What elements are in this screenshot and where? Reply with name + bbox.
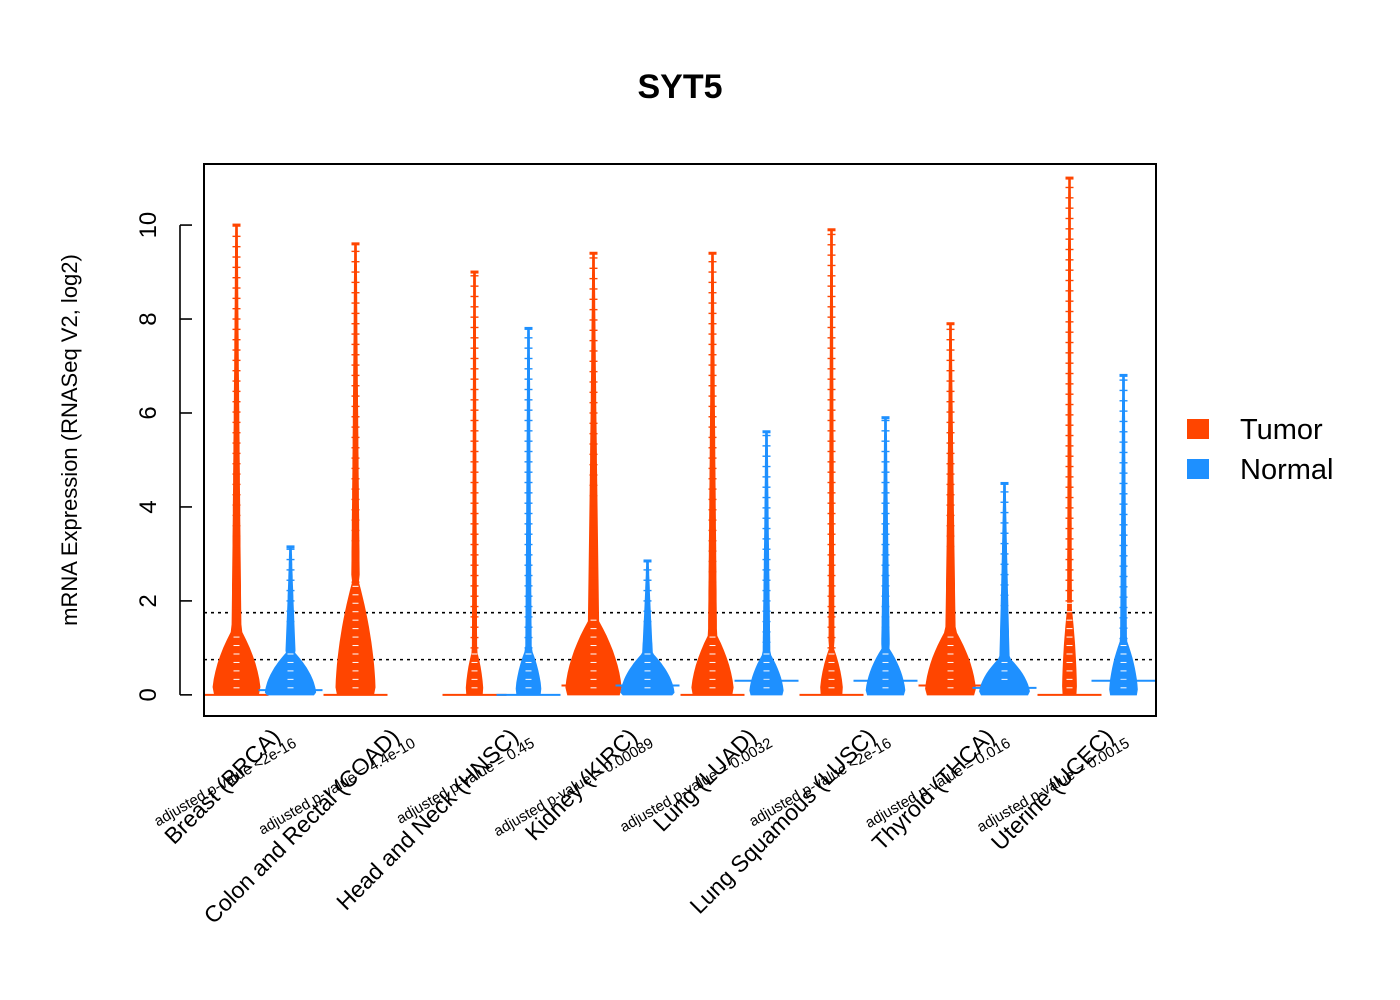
legend-swatch-tumor — [1187, 419, 1209, 439]
violin-normal-2 — [496, 326, 561, 696]
legend: Tumor Normal — [1187, 414, 1333, 486]
plot-frame — [203, 163, 1157, 717]
legend-label-normal: Normal — [1240, 454, 1333, 486]
y-tick-label: 0 — [135, 688, 162, 701]
y-axis: 0 2 4 6 8 10 — [135, 212, 192, 702]
y-axis-label: mRNA Expression (RNASeq V2, log2) — [57, 254, 82, 626]
violin-tumor-5 — [799, 228, 864, 696]
x-axis-labels: Breast (BRCA)adjusted p-value <2e-16Colo… — [151, 723, 1132, 928]
violin-tumor-3 — [561, 251, 626, 696]
reference-lines — [204, 611, 1156, 661]
y-tick-label: 8 — [135, 312, 162, 325]
violin-tumor-7-body — [1062, 177, 1077, 696]
y-tick-label: 6 — [135, 406, 162, 419]
violin-normal-3-body — [620, 560, 675, 696]
violin-normal-4 — [734, 430, 799, 696]
category-label: Colon and Rectal (COAD) — [199, 723, 404, 928]
violin-tumor-0-body — [212, 224, 261, 696]
legend-label-tumor: Tumor — [1240, 414, 1323, 446]
violin-tumor-7 — [1037, 176, 1102, 696]
violin-normal-5 — [853, 416, 918, 696]
violin-tumor-6-body — [925, 323, 976, 696]
violin-tumor-6 — [918, 322, 983, 696]
violin-normal-7 — [1091, 373, 1156, 696]
violin-tumor-0 — [204, 223, 269, 696]
violin-normal-0 — [258, 545, 323, 696]
violin-normal-4-body — [749, 431, 784, 696]
violin-normal-3 — [615, 559, 680, 696]
y-tick-label: 2 — [135, 594, 162, 607]
violin-tumor-1-body — [335, 243, 376, 696]
violin-normal-6 — [972, 481, 1037, 696]
violin-tumor-2-body — [465, 271, 484, 696]
violin-normal-2-body — [515, 327, 542, 696]
y-tick-label: 10 — [135, 212, 162, 239]
violin-normal-6-body — [979, 483, 1030, 696]
violin-normal-5-body — [865, 417, 906, 696]
violin-tumor-2 — [442, 270, 507, 696]
violins — [204, 176, 1156, 696]
violin-tumor-1 — [323, 242, 388, 696]
violin-tumor-4 — [680, 251, 745, 696]
chart-title: SYT5 — [637, 68, 722, 106]
y-tick-label: 4 — [135, 500, 162, 513]
violin-tumor-4-body — [691, 252, 734, 696]
legend-swatch-normal — [1187, 459, 1209, 479]
